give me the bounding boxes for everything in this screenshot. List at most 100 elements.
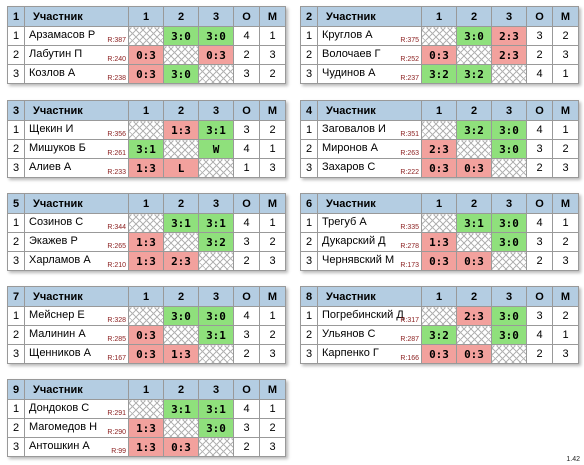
- player-place: 3: [259, 251, 286, 271]
- self-cell: [491, 344, 527, 364]
- header-participant: Участник: [24, 100, 129, 121]
- player-index: 3: [7, 64, 25, 84]
- player-place: 3: [259, 437, 286, 457]
- player-row: 3 Козлов А R:238 0:3 3:0 3 2: [7, 64, 286, 84]
- group-table-7: 7 Участник 1 2 3 О М 1 Мейснер Е R:328 3:0 3:0 4 1 2 Ма…: [7, 286, 286, 364]
- player-points: 2: [233, 344, 260, 364]
- header-row: 1 Участник 1 2 3 О М: [7, 6, 286, 27]
- player-name[interactable]: Антошкин А: [29, 440, 90, 452]
- player-name[interactable]: Алиев А: [29, 161, 72, 173]
- player-points: 2: [526, 344, 553, 364]
- player-rating: R:335: [400, 224, 419, 231]
- player-place: 1: [259, 26, 286, 46]
- self-cell: [491, 64, 527, 84]
- player-name[interactable]: Лабутин П: [29, 48, 83, 60]
- player-name[interactable]: Созинов С: [29, 216, 84, 228]
- header-place: М: [552, 6, 579, 27]
- player-points: 3: [526, 26, 553, 46]
- player-row: 1 Погребинский Д R:317 2:3 3:0 3 2: [300, 306, 579, 326]
- header-col-3: 3: [491, 286, 527, 307]
- player-row: 3 Щенников А R:167 0:3 1:3 2 3: [7, 344, 286, 364]
- header-row: 5 Участник 1 2 3 О М: [7, 193, 286, 214]
- player-cell: Щекин И R:356: [24, 120, 129, 140]
- player-name[interactable]: Чернявский М: [322, 254, 395, 266]
- self-cell: [421, 120, 457, 140]
- group-table-5: 5 Участник 1 2 3 О М 1 Созинов С R:344 3:1 3:1 4 1 2 Эк…: [7, 193, 286, 271]
- player-cell: Дукарский Д R:278: [317, 232, 422, 252]
- player-name[interactable]: Харламов А: [29, 254, 91, 266]
- player-name[interactable]: Щенников А: [29, 347, 92, 359]
- header-place: М: [259, 286, 286, 307]
- player-cell: Алиев А R:233: [24, 158, 129, 178]
- player-row: 1 Трегуб А R:335 3:1 3:0 4 1: [300, 213, 579, 233]
- player-name[interactable]: Трегуб А: [322, 216, 367, 228]
- player-points: 3: [526, 306, 553, 326]
- player-rating: R:265: [107, 243, 126, 250]
- header-place: М: [552, 100, 579, 121]
- player-name[interactable]: Захаров С: [322, 161, 376, 173]
- player-name[interactable]: Круглов А: [322, 29, 373, 41]
- player-name[interactable]: Заговалов И: [322, 123, 386, 135]
- player-row: 2 Лабутин П R:240 0:3 0:3 2 3: [7, 45, 286, 65]
- group-number: 6: [300, 193, 318, 214]
- player-cell: Харламов А R:210: [24, 251, 129, 271]
- player-place: 1: [259, 213, 286, 233]
- group-table: 2 Участник 1 2 3 О М 1 Круглов А R:375 3:0 2:3 3 2 2 Во…: [300, 6, 579, 84]
- player-place: 1: [259, 139, 286, 159]
- header-col-1: 1: [128, 6, 164, 27]
- player-rating: R:278: [400, 243, 419, 250]
- self-cell: [456, 232, 492, 252]
- self-cell: [163, 232, 199, 252]
- player-name[interactable]: Дондоков С: [29, 402, 90, 414]
- player-name[interactable]: Карпенко Г: [322, 347, 379, 359]
- group-table: 8 Участник 1 2 3 О М 1 Погребинский Д R:317 2:3 3:0…: [300, 286, 579, 364]
- player-name[interactable]: Мишуков Б: [29, 142, 86, 154]
- player-name[interactable]: Ульянов С: [322, 328, 376, 340]
- player-name[interactable]: Щекин И: [29, 123, 74, 135]
- player-name[interactable]: Миронов А: [322, 142, 378, 154]
- player-rating: R:99: [111, 448, 126, 455]
- player-row: 2 Малинин А R:285 0:3 3:1 3 2: [7, 325, 286, 345]
- player-name[interactable]: Малинин А: [29, 328, 86, 340]
- group-table-3: 3 Участник 1 2 3 О М 1 Щекин И R:356 1:3 3:1 3 2 2 Мишу…: [7, 100, 286, 178]
- player-name[interactable]: Магомедов Н: [29, 421, 98, 433]
- player-cell: Лабутин П R:240: [24, 45, 129, 65]
- player-name[interactable]: Волочаев Г: [322, 48, 381, 60]
- player-index: 2: [7, 45, 25, 65]
- header-col-3: 3: [491, 193, 527, 214]
- player-name[interactable]: Погребинский Д: [322, 309, 404, 321]
- group-number: 9: [7, 379, 25, 400]
- player-cell: Малинин А R:285: [24, 325, 129, 345]
- player-rating: R:328: [107, 317, 126, 324]
- match-result: 3:2: [456, 64, 492, 84]
- player-points: 4: [526, 120, 553, 140]
- player-name[interactable]: Арзамасов Р: [29, 29, 96, 41]
- player-cell: Чернявский М R:173: [317, 251, 422, 271]
- player-points: 2: [526, 158, 553, 178]
- self-cell: [198, 344, 234, 364]
- player-cell: Ульянов С R:287: [317, 325, 422, 345]
- player-name[interactable]: Экажев Р: [29, 235, 78, 247]
- match-result: 3:0: [491, 306, 527, 326]
- player-name[interactable]: Чудинов А: [322, 67, 376, 79]
- player-index: 2: [300, 45, 318, 65]
- match-result: 1:3: [163, 120, 199, 140]
- header-col-3: 3: [198, 379, 234, 400]
- player-name[interactable]: Мейснер Е: [29, 309, 85, 321]
- header-participant: Участник: [24, 193, 129, 214]
- self-cell: [128, 26, 164, 46]
- player-index: 2: [7, 139, 25, 159]
- match-result: 3:2: [421, 325, 457, 345]
- match-result: 3:0: [491, 213, 527, 233]
- self-cell: [198, 158, 234, 178]
- player-place: 3: [552, 45, 579, 65]
- match-result: 3:2: [198, 232, 234, 252]
- player-cell: Мишуков Б R:261: [24, 139, 129, 159]
- player-name[interactable]: Дукарский Д: [322, 235, 386, 247]
- match-result: 3:1: [456, 213, 492, 233]
- player-row: 3 Харламов А R:210 1:3 2:3 2 3: [7, 251, 286, 271]
- player-name[interactable]: Козлов А: [29, 67, 76, 79]
- player-place: 2: [259, 120, 286, 140]
- player-row: 2 Экажев Р R:265 1:3 3:2 3 2: [7, 232, 286, 252]
- player-row: 2 Дукарский Д R:278 1:3 3:0 3 2: [300, 232, 579, 252]
